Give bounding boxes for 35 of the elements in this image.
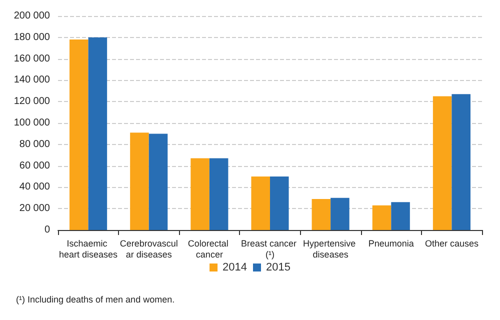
y-tick-label: 120 000 <box>14 96 50 108</box>
y-tick-label: 0 <box>44 224 50 236</box>
y-tick-label: 100 000 <box>14 118 50 128</box>
x-tick-label: Breast cancer (¹) <box>240 238 300 260</box>
bar <box>391 202 410 230</box>
bar <box>70 40 88 230</box>
y-tick-label: 200 000 <box>14 10 50 22</box>
bar <box>148 134 168 230</box>
x-tick-label: Pneumonia <box>368 238 414 248</box>
bar <box>312 198 331 230</box>
x-tick-label: Colorectal cancer <box>188 238 231 260</box>
y-tick-label: 20 000 <box>19 203 50 214</box>
bar <box>251 176 270 230</box>
text: (¹) Including deaths of men and women. <box>16 294 175 304</box>
bar <box>432 96 452 230</box>
bar <box>270 176 289 230</box>
x-tick-label: Other causes <box>424 238 479 248</box>
bar <box>130 132 149 230</box>
x-tick-label: Ischaemic heart diseases <box>59 238 118 260</box>
legend-label: 2014 <box>222 262 248 274</box>
legend-label: 2015 <box>266 262 290 274</box>
bar <box>330 198 350 230</box>
bar <box>190 158 210 230</box>
bar <box>372 205 392 230</box>
x-tick-label: Cerebrovascular diseases <box>120 238 178 260</box>
y-tick-label: 140 000 <box>14 74 50 86</box>
x-tick-label: Hypertensive diseases <box>303 238 358 260</box>
bar <box>209 158 228 230</box>
y-tick-label: 160 000 <box>14 53 50 64</box>
y-tick-label: 80 000 <box>19 138 50 150</box>
bar <box>452 94 470 230</box>
y-tick-label: 40 000 <box>19 182 50 193</box>
bar <box>88 37 108 230</box>
y-tick-label: 180 000 <box>14 32 50 43</box>
y-tick-label: 60 000 <box>19 160 50 172</box>
